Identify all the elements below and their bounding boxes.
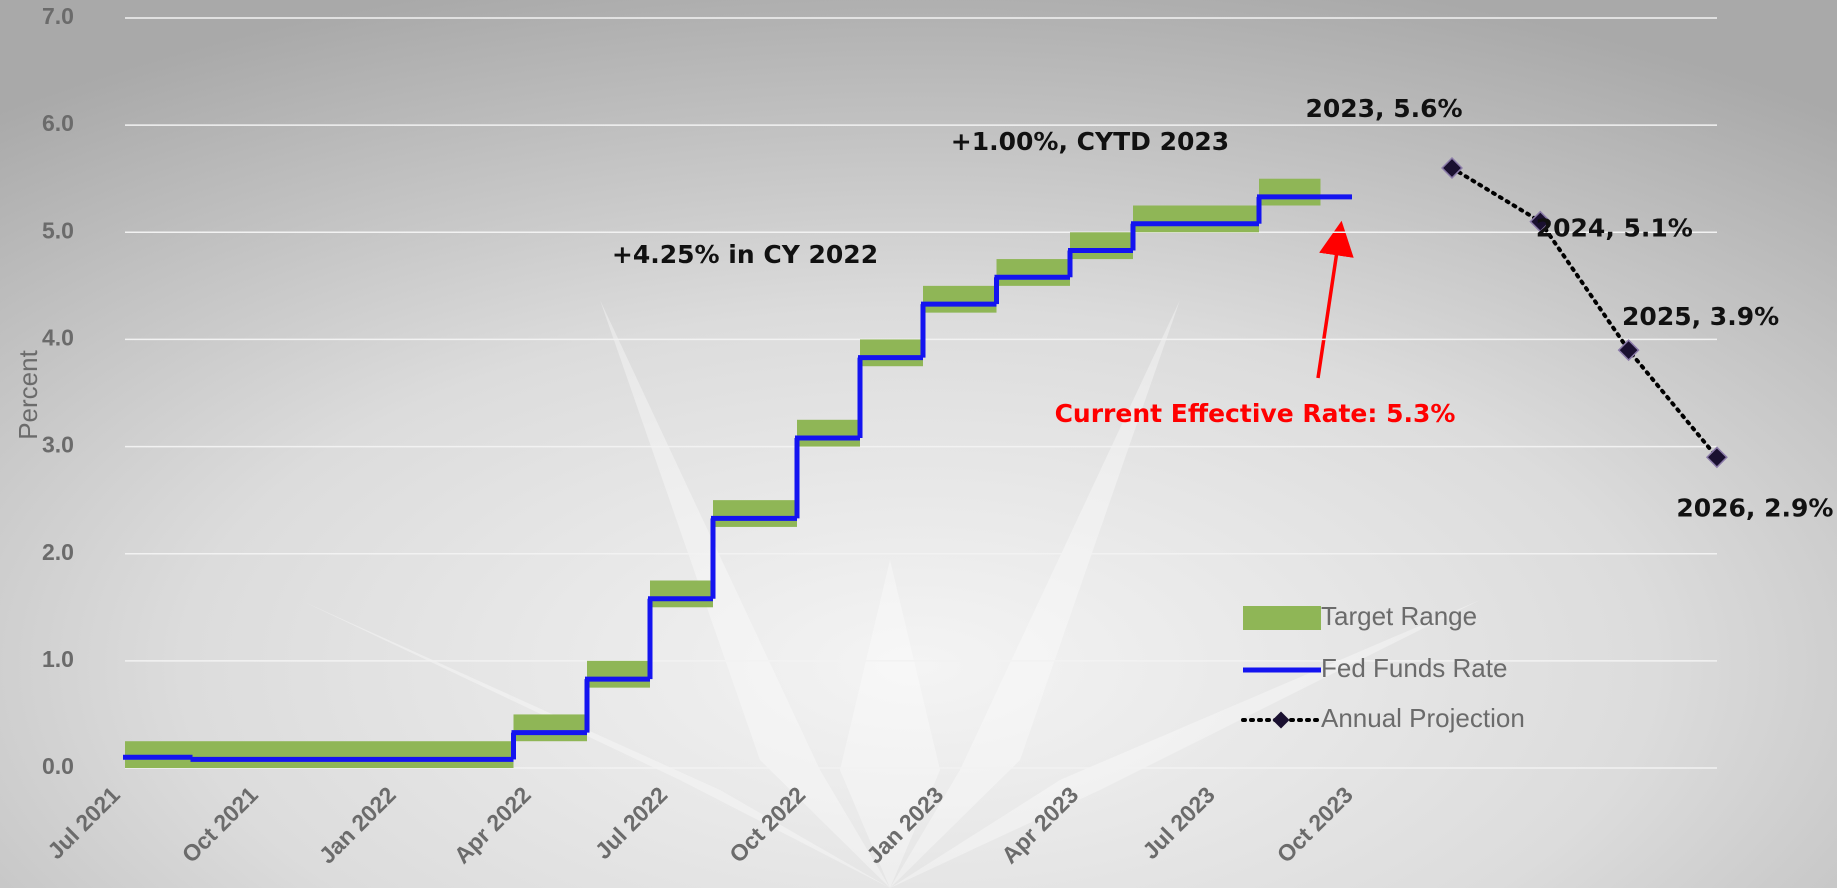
target-range [1259,178,1321,206]
legend-label: Annual Projection [1321,703,1525,733]
annotation: +4.25% in CY 2022 [612,240,878,269]
target-range [1070,232,1133,260]
target-range [1133,205,1259,233]
projection-point [1529,210,1552,233]
annotation: Current Effective Rate: 5.3% [1055,399,1456,428]
target-range [797,419,860,447]
y-tick-label: 6.0 [42,110,74,136]
target-range [860,339,923,367]
data-label: 2024, 5.1% [1536,214,1693,243]
y-tick-label: 3.0 [42,432,74,458]
target-range [996,259,1070,286]
data-label: 2025, 3.9% [1622,302,1779,331]
y-tick-label: 1.0 [42,646,74,672]
projection-point [1441,157,1463,179]
annotation: +1.00%, CYTD 2023 [951,127,1229,156]
legend-label: Fed Funds Rate [1321,653,1507,683]
projection-point [1705,446,1728,469]
y-tick-label: 4.0 [42,325,74,351]
data-label: 2023, 5.6% [1305,94,1462,123]
y-axis-label: Percent [13,349,43,439]
target-range [923,285,997,313]
y-tick-label: 5.0 [42,217,74,243]
legend-label: Target Range [1321,601,1477,631]
y-tick-label: 2.0 [42,539,74,565]
target-range [713,500,797,527]
annotation-arrow [1316,220,1354,379]
legend-swatch [1272,711,1290,729]
rays [300,300,1480,888]
projection-point [1617,339,1640,362]
target-range [125,741,514,768]
target-range [587,660,650,688]
projection-line [1450,166,1719,460]
legend-swatch [1243,606,1321,630]
y-tick-label: 7.0 [42,3,74,29]
target-range [650,580,713,608]
data-label: 2026, 2.9% [1676,493,1833,522]
target-range [513,714,587,742]
y-tick-label: 0.0 [42,753,74,779]
